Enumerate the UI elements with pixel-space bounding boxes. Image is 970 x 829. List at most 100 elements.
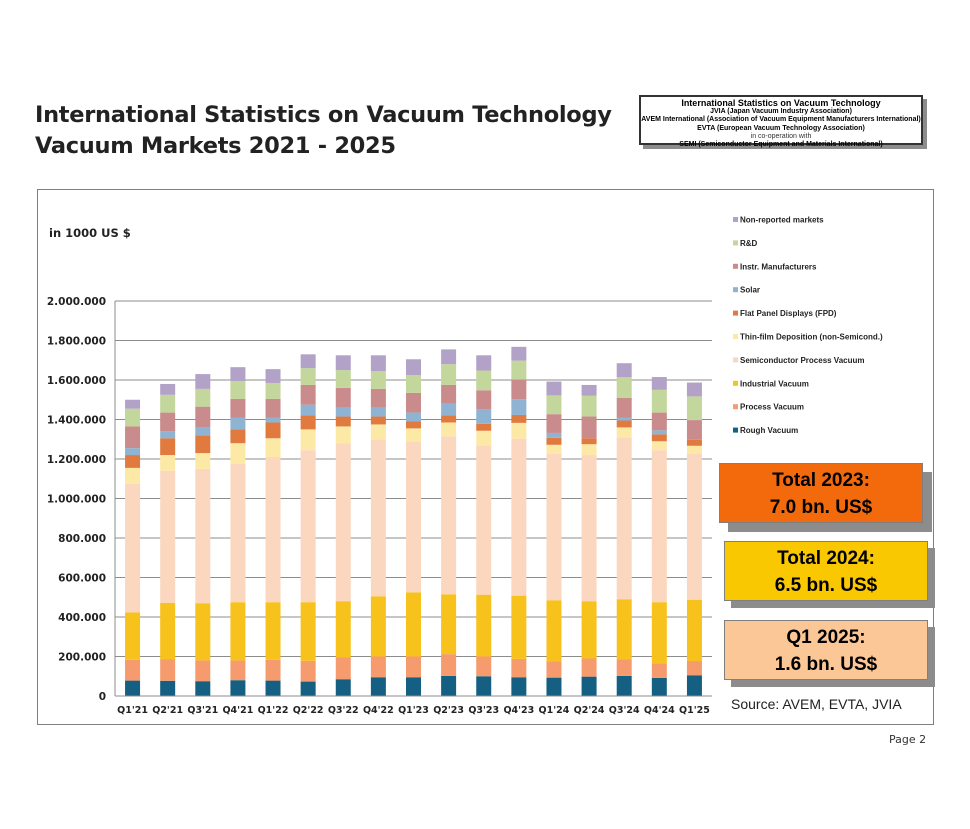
bar-segment	[300, 429, 316, 451]
bar-segment	[265, 382, 281, 399]
bar-segment	[686, 675, 702, 696]
x-tick-label: Q4'24	[644, 705, 675, 716]
bar-segment	[476, 355, 492, 371]
x-tick-label: Q1'25	[679, 705, 710, 716]
bar-segment	[265, 369, 281, 383]
bar-segment	[370, 424, 386, 440]
q1-2025-label: Q1 2025:	[786, 627, 866, 648]
bar-segment	[195, 468, 211, 604]
bar-segment	[616, 599, 632, 660]
bar-segment	[335, 657, 351, 680]
bar-segment	[616, 675, 632, 696]
bar-segment	[335, 370, 351, 388]
bar-segment	[160, 602, 176, 660]
bar-segment	[230, 602, 246, 661]
bar-segment	[125, 483, 141, 613]
bar-segment	[651, 450, 667, 603]
bar-segment	[195, 603, 211, 661]
bar-segment	[581, 658, 597, 677]
y-tick-label: 200.000	[58, 652, 106, 664]
bar-segment	[195, 427, 211, 436]
bar-segment	[686, 661, 702, 676]
bar-segment	[195, 406, 211, 428]
bar-segment	[546, 381, 562, 396]
bar-segment	[406, 392, 421, 413]
bar-segment	[651, 602, 667, 664]
bar-segment	[125, 612, 141, 660]
bar-segment	[441, 364, 457, 385]
bar-segment	[476, 430, 492, 446]
total-2023-box: Total 2023: 7.0 bn. US$	[719, 463, 923, 523]
bar-segment	[616, 417, 632, 421]
legend-label: Process Vacuum	[740, 403, 804, 412]
bar-segment	[265, 417, 281, 423]
bar-segment	[686, 420, 702, 440]
y-tick-label: 800.000	[58, 533, 106, 545]
bar-segment	[160, 431, 176, 439]
bar-segment	[125, 399, 141, 409]
bar-segment	[441, 384, 457, 404]
bar-segment	[546, 661, 562, 678]
bar-segment	[125, 467, 141, 484]
x-tick-label: Q3'21	[187, 705, 218, 716]
legend-swatch	[733, 240, 738, 246]
bar-segment	[300, 404, 316, 416]
x-tick-label: Q2'21	[152, 705, 183, 716]
x-tick-label: Q1'21	[117, 705, 148, 716]
bar-segment	[581, 416, 597, 439]
bar-segment	[651, 434, 667, 442]
x-tick-label: Q4'23	[503, 705, 534, 716]
bar-segment	[230, 443, 246, 464]
bar-segment	[651, 677, 667, 696]
bar-segment	[265, 398, 281, 418]
bar-segment	[370, 416, 386, 425]
bar-segment	[581, 601, 597, 659]
bar-segment	[370, 656, 386, 678]
legend-label: Non-reported markets	[740, 216, 824, 225]
bar-segment	[335, 443, 351, 602]
bar-segment	[125, 426, 141, 449]
bar-segment	[195, 660, 211, 682]
bar-segment	[651, 412, 667, 431]
y-tick-label: 1.800.000	[47, 336, 106, 348]
bar-segment	[160, 383, 176, 395]
bar-segment	[195, 374, 211, 389]
page-title: International Statistics on Vacuum Techn…	[35, 100, 612, 162]
bar-segment	[335, 416, 351, 427]
bar-segment	[335, 426, 351, 444]
bar-segment	[546, 437, 562, 445]
bar-segment	[406, 441, 421, 593]
bar-segment	[686, 382, 702, 397]
page-title-line1: International Statistics on Vacuum Techn…	[35, 102, 612, 128]
bar-segment	[476, 594, 492, 657]
bar-segment	[265, 457, 281, 603]
bar-segment	[160, 438, 176, 456]
bar-segment	[511, 346, 527, 361]
y-tick-label: 600.000	[58, 573, 106, 585]
total-2023-value: 7.0 bn. US$	[769, 497, 873, 518]
x-tick-label: Q3'22	[328, 705, 359, 716]
bar-segment	[651, 430, 667, 435]
bar-segment	[230, 680, 246, 696]
bar-segment	[370, 677, 386, 696]
organization-jvia: JVIA (Japan Vacuum Industry Association)	[710, 108, 852, 115]
bar-segment	[160, 680, 176, 696]
total-2024-box: Total 2024: 6.5 bn. US$	[724, 541, 928, 601]
legend-swatch	[733, 404, 738, 410]
legend-swatch	[733, 380, 738, 386]
bar-segment	[406, 412, 421, 422]
bar-segment	[195, 435, 211, 454]
bar-segment	[300, 384, 316, 405]
legend-swatch	[733, 427, 738, 433]
bar-segment	[370, 596, 386, 657]
bar-segment	[160, 412, 176, 432]
bar-segment	[230, 380, 246, 399]
bar-segment	[511, 399, 527, 415]
bar-segment	[616, 397, 632, 418]
bar-segment	[195, 681, 211, 696]
bar-segment	[511, 379, 527, 400]
legend-swatch	[733, 217, 738, 222]
bar-segment	[651, 663, 667, 678]
bar-segment	[546, 395, 562, 415]
bar-segment	[406, 375, 421, 393]
